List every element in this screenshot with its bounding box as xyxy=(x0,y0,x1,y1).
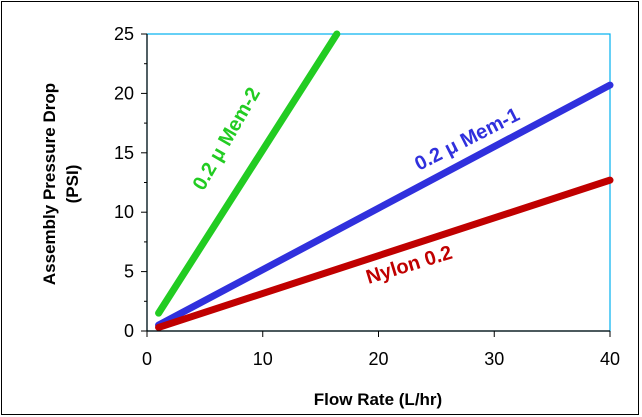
y-axis-title-line2: (PSI) xyxy=(63,165,82,204)
series-line-2 xyxy=(155,176,614,331)
x-tick-label: 30 xyxy=(484,349,504,369)
series-line-0 xyxy=(155,30,341,317)
x-tick-label: 10 xyxy=(253,349,273,369)
plot-area-border xyxy=(146,33,611,332)
series-line-1 xyxy=(155,81,614,329)
y-tick-label: 15 xyxy=(114,143,134,163)
y-axis-title-line1: Assembly Pressure Drop xyxy=(40,83,59,285)
x-axis-title: Flow Rate (L/hr) xyxy=(314,390,442,409)
y-tick-label: 10 xyxy=(114,202,134,222)
x-tick-label: 0 xyxy=(142,349,152,369)
series-layer xyxy=(155,30,614,331)
y-tick-label: 0 xyxy=(124,321,134,341)
x-tick-label: 40 xyxy=(600,349,620,369)
tick-layer: 0 5 10 15 20 25 0 10 20 30 40 xyxy=(114,24,620,369)
y-tick-label: 20 xyxy=(114,83,134,103)
x-tick-label: 20 xyxy=(368,349,388,369)
series-label-mem2: 0.2 μ Mem-2 xyxy=(189,84,265,194)
y-tick-label: 5 xyxy=(124,262,134,282)
y-tick-label: 25 xyxy=(114,24,134,44)
